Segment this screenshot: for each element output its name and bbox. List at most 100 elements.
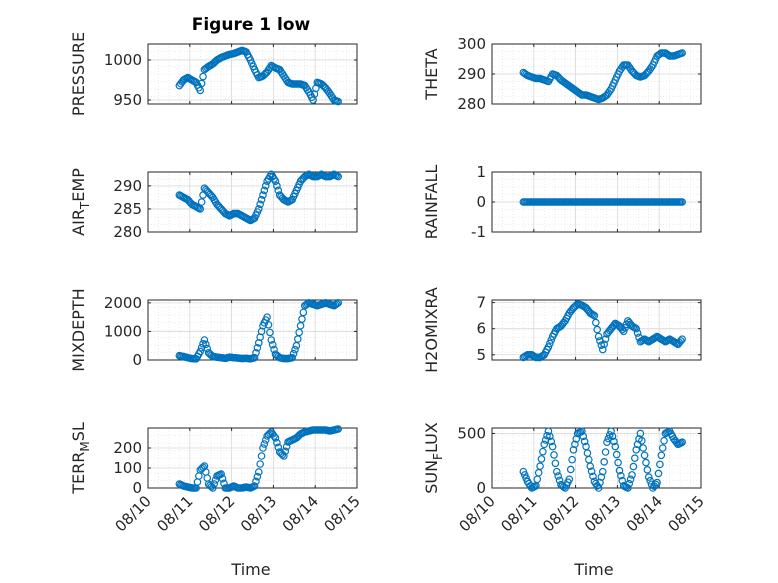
data-point (554, 472, 562, 480)
axes-theta: 280 290 300 THETA (422, 35, 702, 113)
data-point (257, 195, 266, 204)
data-point (600, 458, 608, 466)
data-point (274, 443, 283, 452)
data-point (253, 472, 262, 481)
data-point (592, 318, 600, 327)
data-point (253, 344, 262, 352)
data-point (280, 452, 288, 460)
y-tick-label: 1000 (104, 51, 142, 69)
data-point (263, 313, 271, 321)
data-point (586, 462, 595, 470)
data-point (678, 335, 686, 343)
data-point (197, 79, 206, 88)
data-point (254, 468, 263, 476)
data-point (252, 348, 260, 357)
x-tick-label: 08/10 (112, 492, 155, 535)
y-axis-label: PRESSURE (69, 32, 88, 116)
data-point (546, 432, 554, 441)
data-point (270, 345, 278, 354)
y-axis-label: THETA (422, 48, 441, 100)
data-point (628, 471, 636, 479)
data-point (580, 437, 589, 446)
data-point (270, 432, 278, 440)
data-point (539, 447, 547, 456)
data-point (618, 476, 627, 485)
data-point (218, 474, 227, 483)
data-point (654, 469, 663, 478)
data-point (594, 332, 603, 341)
data-point (217, 470, 225, 478)
data-point (273, 182, 281, 190)
y-axis-label: RAINFALL (422, 165, 441, 240)
data-point (621, 324, 629, 332)
x-tick-label: 08/13 (237, 492, 280, 535)
data-point (572, 435, 581, 443)
data-point (197, 198, 206, 206)
data-point (607, 427, 615, 436)
data-point (619, 327, 628, 336)
data-point (210, 480, 218, 488)
data-point (594, 484, 603, 492)
data-point (208, 484, 217, 492)
data-point (632, 446, 641, 454)
data-point (196, 86, 205, 95)
data-point (590, 311, 599, 320)
x-tick-label: 08/15 (665, 492, 708, 535)
axes-frame (491, 299, 702, 361)
data-point (291, 345, 299, 354)
axes-pressure: 950 1000 PRESSURE (69, 32, 358, 116)
data-point (273, 438, 281, 447)
y-tick-label: 2000 (104, 294, 142, 312)
data-point (260, 186, 269, 195)
axes-h2omixra: 5 6 7 H2OMIXRA (422, 287, 702, 373)
data-point (597, 473, 606, 481)
data-point (200, 336, 209, 344)
data-point (268, 340, 277, 349)
data-point (289, 349, 298, 358)
data-point (334, 172, 342, 181)
data-point (625, 479, 634, 488)
data-point (202, 340, 210, 349)
data-point (334, 425, 342, 433)
data-point (250, 353, 259, 362)
y-tick-label: 290 (113, 177, 142, 195)
y-tick-label: 950 (113, 91, 142, 109)
figure-title: Figure 1 low (192, 15, 311, 35)
x-tick-label: 08/14 (623, 492, 666, 535)
data-point (578, 427, 586, 436)
y-axis-label: AIRTEMP (69, 168, 92, 236)
y-tick-label: 5 (476, 346, 486, 364)
data-point (271, 177, 280, 186)
data-point (615, 466, 624, 475)
data-point (257, 452, 266, 460)
data-point (676, 337, 685, 345)
data-point (642, 458, 650, 467)
data-point (569, 446, 578, 454)
data-point (612, 450, 621, 459)
y-axis-label: H2OMIXRA (422, 287, 441, 373)
data-point (288, 353, 297, 362)
x-tick-label: 08/12 (539, 492, 582, 535)
y-tick-label: 285 (113, 200, 142, 218)
data-point (547, 336, 556, 344)
data-point (643, 466, 652, 474)
data-point (536, 462, 544, 470)
data-point (608, 432, 617, 441)
data-point (256, 460, 264, 468)
data-point (334, 299, 342, 307)
data-point (267, 336, 276, 344)
x-tick-label: 08/11 (497, 492, 540, 535)
y-axis-label: SUNFLUX (422, 422, 445, 494)
data-point (593, 325, 601, 334)
y-tick-label: 0 (476, 479, 486, 497)
data-point (551, 459, 560, 468)
data-point (598, 345, 607, 354)
data-point (639, 444, 647, 452)
x-tick-label: 08/14 (279, 492, 322, 535)
y-tick-label: 200 (113, 439, 142, 457)
data-point (266, 328, 274, 337)
data-point (624, 484, 632, 492)
data-point (261, 182, 270, 190)
